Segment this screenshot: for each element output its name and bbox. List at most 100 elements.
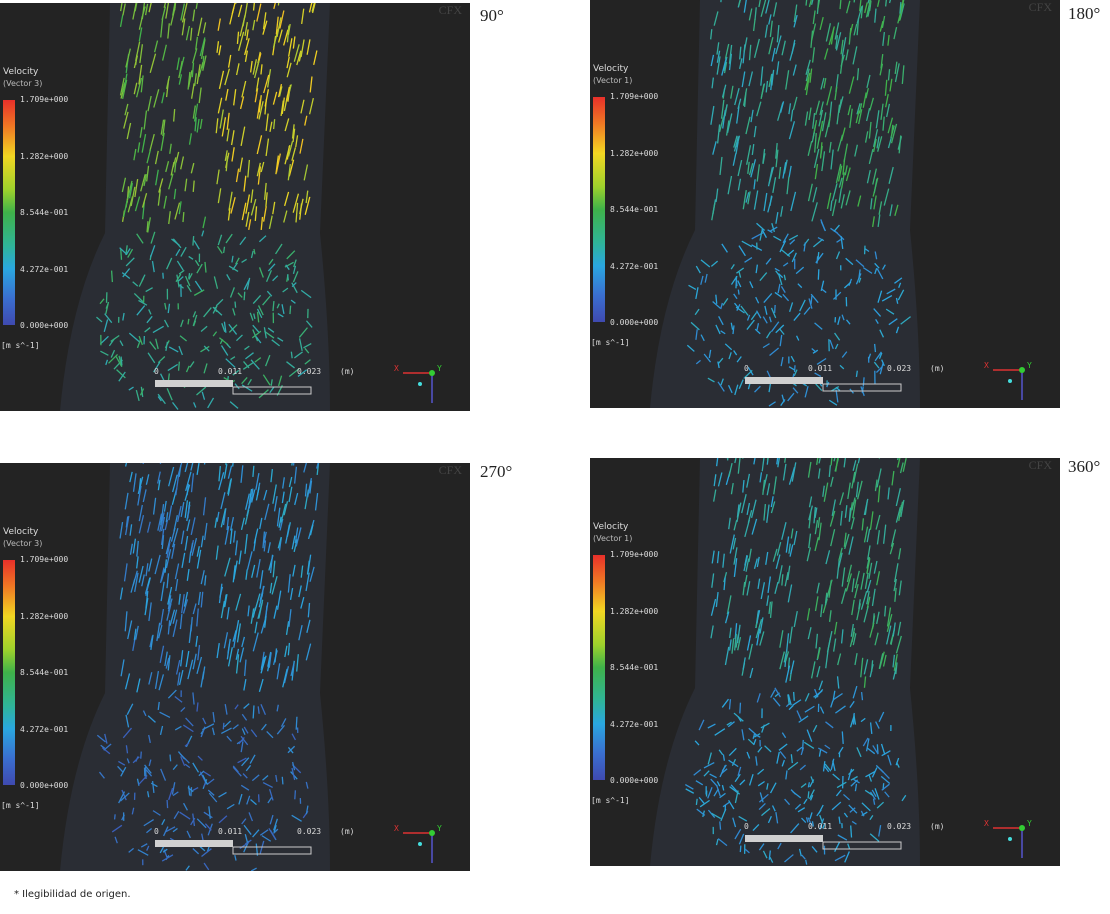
velocity-arrow: [280, 503, 287, 523]
velocity-arrow: [703, 761, 715, 769]
velocity-arrow: [854, 570, 860, 589]
velocity-arrow: [179, 335, 188, 342]
velocity-arrow: [894, 277, 903, 284]
velocity-arrow: [755, 264, 759, 274]
velocity-arrow: [860, 5, 864, 19]
velocity-arrow: [827, 630, 833, 650]
velocity-arrow: [893, 26, 898, 40]
velocity-arrow: [858, 109, 863, 125]
scale-label: 0.023: [297, 367, 322, 376]
velocity-arrow: [216, 643, 220, 659]
velocity-arrow: [808, 533, 812, 549]
velocity-arrow: [744, 848, 750, 854]
velocity-arrow: [722, 754, 726, 761]
velocity-arrow: [843, 812, 849, 818]
velocity-arrow: [887, 136, 893, 149]
velocity-arrow: [277, 84, 283, 98]
velocity-arrow: [839, 364, 845, 370]
velocity-arrow: [121, 272, 131, 279]
velocity-arrow: [852, 46, 858, 65]
velocity-arrow: [200, 345, 210, 353]
velocity-arrow: [144, 764, 152, 774]
velocity-arrow: [178, 593, 181, 605]
velocity-arrow: [854, 653, 858, 666]
velocity-arrow: [108, 354, 118, 364]
velocity-arrow: [309, 524, 314, 536]
footnote: * Ilegibilidad de origen.: [14, 889, 131, 900]
velocity-arrow: [201, 848, 212, 858]
velocity-arrow: [155, 169, 159, 186]
velocity-arrow: [243, 679, 247, 691]
velocity-arrow: [874, 632, 879, 646]
velocity-arrow: [711, 812, 722, 820]
velocity-arrow: [761, 807, 771, 817]
velocity-arrow: [148, 309, 152, 315]
velocity-arrow: [720, 808, 727, 822]
velocity-arrow: [113, 814, 116, 820]
velocity-arrow: [889, 204, 893, 217]
velocity-arrow: [280, 100, 284, 117]
velocity-arrow: [788, 121, 796, 140]
velocity-arrow: [154, 554, 161, 575]
velocity-arrow: [876, 744, 879, 754]
velocity-arrow: [849, 700, 855, 709]
velocity-arrow: [884, 79, 888, 96]
legend-units: [m s^-1]: [1, 801, 40, 810]
velocity-arrow: [779, 651, 785, 670]
velocity-arrow: [840, 194, 845, 209]
velocity-arrow: [874, 262, 880, 269]
velocity-arrow: [234, 620, 240, 640]
velocity-arrow: [758, 0, 761, 8]
velocity-arrow: [831, 183, 838, 201]
velocity-arrow: [133, 628, 137, 641]
velocity-arrow: [895, 662, 898, 675]
velocity-arrow: [169, 609, 176, 626]
velocity-arrow: [782, 463, 787, 481]
velocity-arrow: [862, 737, 869, 747]
velocity-arrow: [737, 636, 742, 651]
velocity-arrow: [878, 653, 884, 669]
velocity-arrow: [257, 166, 262, 185]
velocity-arrow: [860, 717, 866, 723]
velocity-arrow: [184, 463, 189, 473]
velocity-arrow: [224, 150, 228, 161]
velocity-arrow: [739, 845, 742, 853]
vector-field: [650, 458, 1025, 866]
velocity-arrow: [150, 231, 156, 244]
velocity-arrow: [841, 37, 847, 57]
velocity-arrow: [724, 104, 728, 117]
velocity-arrow: [726, 458, 729, 461]
velocity-arrow: [119, 521, 124, 539]
velocity-arrow: [733, 558, 738, 578]
velocity-arrow: [287, 746, 294, 754]
velocity-arrow: [119, 792, 130, 802]
velocity-arrow: [753, 179, 756, 190]
velocity-arrow: [128, 182, 134, 199]
velocity-arrow: [849, 631, 855, 648]
velocity-arrow: [167, 303, 171, 314]
velocity-arrow: [277, 375, 283, 387]
velocity-arrow: [121, 82, 126, 93]
velocity-arrow: [717, 838, 728, 847]
velocity-arrow: [732, 153, 737, 166]
velocity-arrow: [307, 602, 311, 618]
velocity-arrow: [885, 0, 887, 7]
velocity-arrow: [798, 848, 802, 857]
velocity-arrow: [185, 471, 192, 492]
velocity-arrow: [223, 464, 228, 479]
velocity-arrow: [814, 163, 819, 180]
velocity-arrow: [728, 463, 733, 477]
velocity-arrow: [868, 121, 872, 139]
velocity-arrow: [232, 630, 237, 642]
velocity-arrow: [149, 53, 157, 73]
velocity-arrow: [804, 385, 809, 398]
velocity-arrow: [738, 833, 745, 845]
velocity-arrow: [727, 175, 733, 195]
velocity-arrow: [182, 599, 189, 614]
velocity-arrow: [897, 289, 905, 301]
velocity-arrow: [201, 833, 204, 841]
velocity-arrow: [159, 725, 164, 735]
velocity-arrow: [716, 56, 721, 75]
velocity-arrow: [291, 761, 296, 771]
velocity-arrow: [237, 757, 247, 764]
